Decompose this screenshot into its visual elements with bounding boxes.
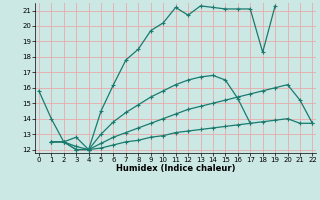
X-axis label: Humidex (Indice chaleur): Humidex (Indice chaleur) bbox=[116, 164, 236, 173]
